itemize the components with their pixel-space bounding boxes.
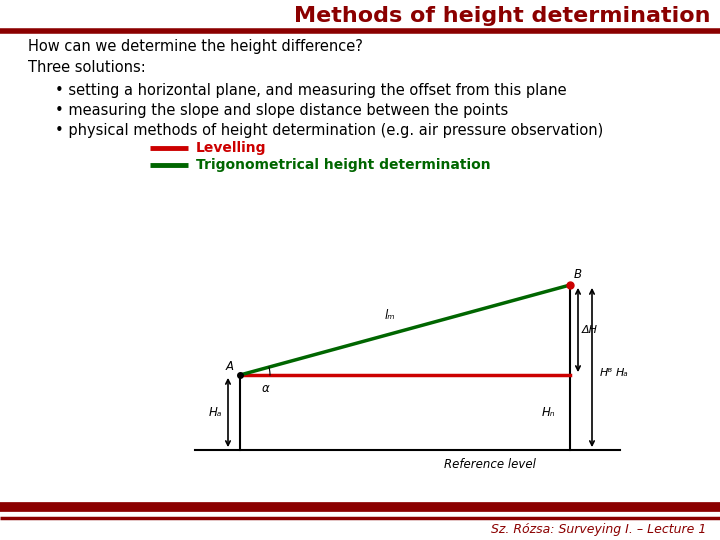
Text: B: B [574, 268, 582, 281]
Text: Levelling: Levelling [196, 141, 266, 155]
Text: Hₐ: Hₐ [616, 368, 629, 378]
Text: Sz. Rózsa: Surveying I. – Lecture 1: Sz. Rózsa: Surveying I. – Lecture 1 [490, 523, 706, 536]
Text: • physical methods of height determination (e.g. air pressure observation): • physical methods of height determinati… [55, 123, 603, 138]
Text: α: α [262, 382, 270, 395]
Text: How can we determine the height difference?: How can we determine the height differen… [28, 38, 363, 53]
Text: Hₐ: Hₐ [209, 406, 222, 419]
Text: Methods of height determination: Methods of height determination [294, 6, 710, 26]
Text: A: A [226, 360, 234, 373]
Bar [0, 0, 720, 30]
Text: Hᴮ: Hᴮ [600, 368, 613, 378]
Text: Three solutions:: Three solutions: [28, 60, 145, 76]
Text: ΔH: ΔH [582, 325, 598, 335]
Text: lₘ: lₘ [384, 309, 395, 322]
Text: • measuring the slope and slope distance between the points: • measuring the slope and slope distance… [55, 103, 508, 118]
Text: Reference level: Reference level [444, 458, 536, 471]
Text: Hₙ: Hₙ [541, 406, 555, 419]
Text: Trigonometrical height determination: Trigonometrical height determination [196, 158, 490, 172]
Text: • setting a horizontal plane, and measuring the offset from this plane: • setting a horizontal plane, and measur… [55, 83, 567, 98]
